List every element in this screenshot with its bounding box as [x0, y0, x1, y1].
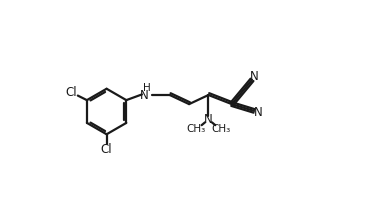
Text: N: N — [254, 106, 262, 119]
Text: N: N — [204, 113, 213, 126]
Text: Cl: Cl — [101, 143, 113, 156]
Text: H: H — [143, 83, 151, 93]
Text: CH₃: CH₃ — [211, 124, 231, 134]
Text: CH₃: CH₃ — [186, 124, 206, 134]
Text: N: N — [140, 89, 149, 102]
Text: N: N — [250, 70, 259, 83]
Text: Cl: Cl — [65, 86, 77, 99]
